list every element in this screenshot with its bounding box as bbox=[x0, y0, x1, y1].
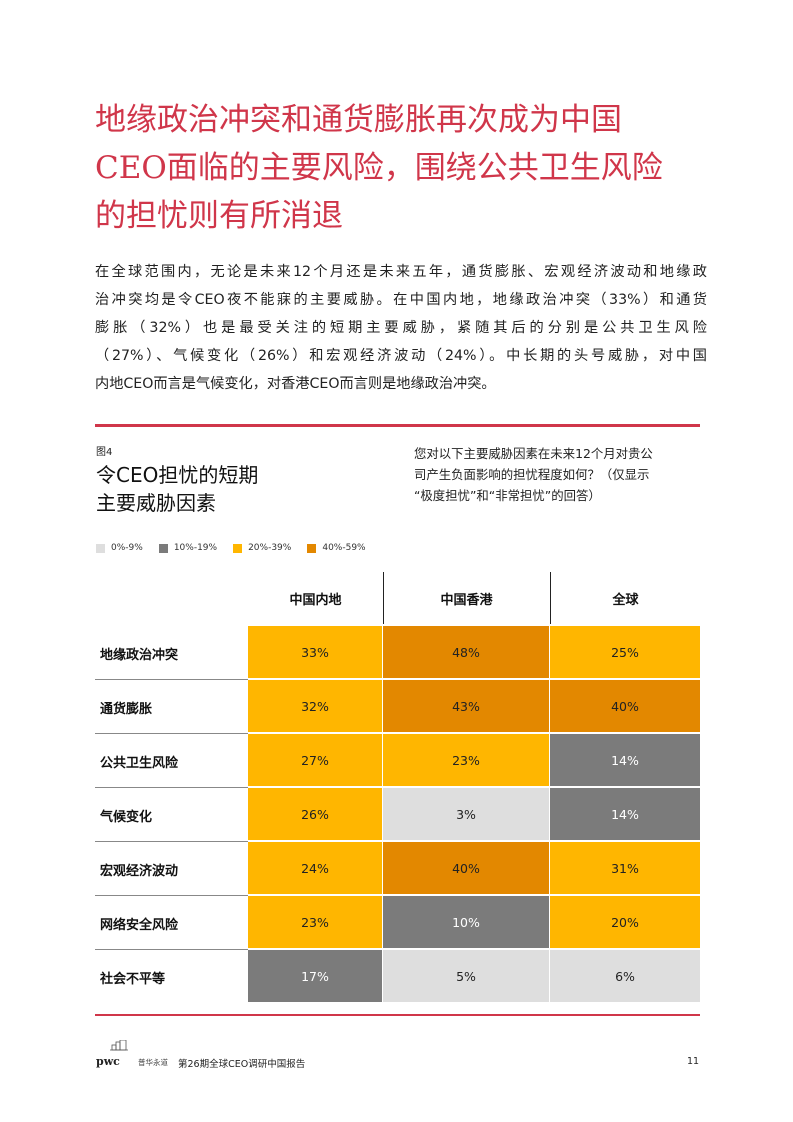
row-separator bbox=[95, 949, 248, 950]
table-cell: 32% bbox=[248, 680, 382, 732]
page-title: 地缘政治冲突和通货膨胀再次成为中国 CEO面临的主要风险，围绕公共卫生风险 的担… bbox=[95, 96, 735, 240]
figure-title-line: 主要威胁因素 bbox=[96, 491, 216, 515]
figure-top-rule bbox=[95, 424, 700, 427]
legend-item: 20%-39% bbox=[233, 542, 291, 554]
row-label: 社会不平等 bbox=[100, 971, 166, 987]
row-label: 公共卫生风险 bbox=[100, 755, 179, 771]
paragraph-line: 治冲突均是令CEO夜不能寐的主要威胁。在中国内地，地缘政治冲突（33%）和通货 bbox=[95, 292, 707, 308]
legend-item: 40%-59% bbox=[307, 542, 366, 554]
survey-question: 您对以下主要威胁因素在未来12个月对贵公 司产生负面影响的担忧程度如何？（仅显示… bbox=[414, 443, 704, 506]
table-cell: 40% bbox=[383, 842, 549, 894]
table-cell: 27% bbox=[248, 734, 382, 786]
row-label: 通货膨胀 bbox=[100, 701, 153, 717]
table-cell: 26% bbox=[248, 788, 382, 840]
table-cell: 20% bbox=[550, 896, 700, 948]
row-separator bbox=[95, 841, 248, 842]
table-cell: 5% bbox=[383, 950, 549, 1002]
table-cell: 24% bbox=[248, 842, 382, 894]
table-cell: 31% bbox=[550, 842, 700, 894]
column-header: 全球 bbox=[612, 592, 639, 608]
row-separator bbox=[95, 679, 248, 680]
column-header: 中国内地 bbox=[289, 592, 342, 608]
table-cell: 25% bbox=[550, 626, 700, 678]
table-cell: 14% bbox=[550, 788, 700, 840]
row-separator bbox=[95, 895, 248, 896]
legend-label: 0%-9% bbox=[111, 543, 143, 553]
table-cell: 17% bbox=[248, 950, 382, 1002]
legend-label: 20%-39% bbox=[248, 543, 292, 553]
title-line: 的担忧则有所消退 bbox=[95, 198, 343, 234]
table-cell: 48% bbox=[383, 626, 549, 678]
table-cell: 43% bbox=[383, 680, 549, 732]
row-separator bbox=[95, 787, 248, 788]
row-separator bbox=[95, 733, 248, 734]
column-divider bbox=[383, 572, 384, 624]
table-cell: 33% bbox=[248, 626, 382, 678]
row-label: 地缘政治冲突 bbox=[100, 647, 179, 663]
svg-text:pwc: pwc bbox=[96, 1055, 120, 1068]
row-label: 宏观经济波动 bbox=[100, 863, 179, 879]
column-header: 中国香港 bbox=[440, 592, 493, 608]
pwc-logo: pwc bbox=[96, 1039, 136, 1074]
legend-label: 10%-19% bbox=[173, 543, 218, 553]
question-line: 司产生负面影响的担忧程度如何？（仅显示 bbox=[414, 467, 650, 482]
question-line: “极度担忧”和“非常担忧”的回答） bbox=[414, 488, 601, 503]
intro-paragraph: 在全球范围内，无论是未来12个月还是未来五年，通货膨胀、宏观经济波动和地缘政 治… bbox=[95, 258, 707, 398]
page-number: 11 bbox=[687, 1056, 700, 1067]
figure-title: 令CEO担忧的短期 主要威胁因素 bbox=[96, 461, 258, 517]
paragraph-line: 膨胀（32%）也是最受关注的短期主要威胁，紧随其后的分别是公共卫生风险 bbox=[95, 320, 707, 336]
table-cell: 23% bbox=[383, 734, 549, 786]
legend-label: 40%-59% bbox=[322, 543, 366, 553]
legend-item: 0%-9% bbox=[96, 542, 143, 554]
paragraph-line: （27%）、气候变化（26%）和宏观经济波动（24%）。中长期的头号威胁，对中国 bbox=[95, 348, 707, 364]
legend-item: 10%-19% bbox=[158, 542, 218, 554]
paragraph-line: 在全球范围内，无论是未来12个月还是未来五年，通货膨胀、宏观经济波动和地缘政 bbox=[95, 264, 707, 280]
pwc-slogan: 普华永道 bbox=[138, 1058, 168, 1067]
title-line: 地缘政治冲突和通货膨胀再次成为中国 bbox=[95, 102, 622, 138]
figure-bottom-rule bbox=[95, 1014, 700, 1016]
report-name: 第26期全球CEO调研中国报告 bbox=[178, 1059, 306, 1070]
legend-swatch bbox=[233, 543, 243, 553]
figure-title-line: 令CEO担忧的短期 bbox=[96, 463, 259, 487]
column-divider bbox=[550, 572, 551, 624]
table-cell: 14% bbox=[550, 734, 700, 786]
legend-swatch bbox=[158, 543, 168, 553]
paragraph-line: 内地CEO而言是气候变化，对香港CEO而言则是地缘政治冲突。 bbox=[95, 376, 496, 392]
row-label: 网络安全风险 bbox=[100, 917, 179, 933]
title-line: CEO面临的主要风险，围绕公共卫生风险 bbox=[95, 150, 663, 186]
legend-swatch bbox=[307, 543, 317, 553]
table-cell: 6% bbox=[550, 950, 700, 1002]
figure-label: 图4 bbox=[96, 447, 113, 458]
row-label: 气候变化 bbox=[100, 809, 153, 825]
color-legend: 0%-9% 10%-19% 20%-39% 40%-59% bbox=[96, 542, 366, 554]
table-cell: 23% bbox=[248, 896, 382, 948]
table-cell: 40% bbox=[550, 680, 700, 732]
table-cell: 10% bbox=[383, 896, 549, 948]
question-line: 您对以下主要威胁因素在未来12个月对贵公 bbox=[414, 446, 653, 461]
table-cell: 3% bbox=[383, 788, 549, 840]
legend-swatch bbox=[96, 543, 105, 553]
